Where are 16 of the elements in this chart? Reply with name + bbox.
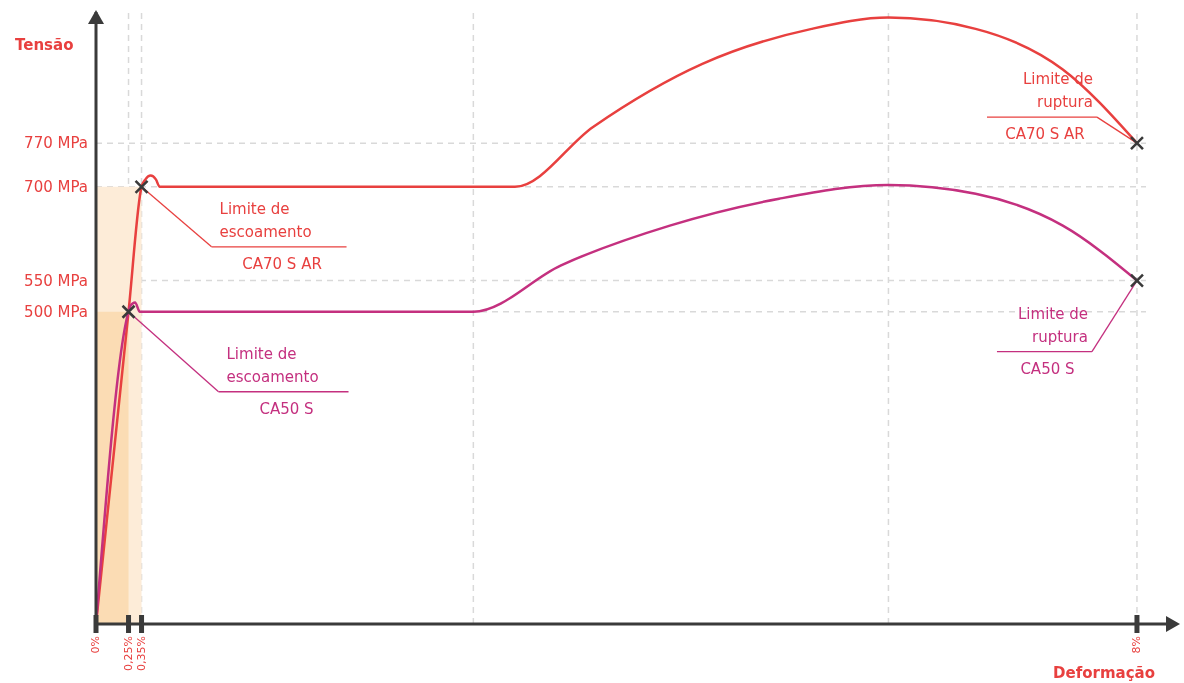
y-axis-title: Tensão xyxy=(15,36,74,54)
callout: Limite de escoamento CA50 S xyxy=(121,304,350,418)
x-tick-label: 0% xyxy=(89,636,102,654)
annotation: Limite de escoamento CA70 S AR xyxy=(219,199,322,273)
y-tick-label: 550 MPa xyxy=(24,271,88,290)
y-tick-label: 700 MPa xyxy=(24,177,88,196)
y-tick-label: 770 MPa xyxy=(24,134,88,153)
annotation: Limite de escoamento CA50 S xyxy=(226,344,319,418)
x-tick-label: 8% xyxy=(1129,636,1143,654)
y-tick-label: 500 MPa xyxy=(24,302,88,321)
x-axis-title: Deformação xyxy=(1053,664,1155,682)
x-tick-label: 0,25% xyxy=(121,636,135,671)
callout: Limite de escoamento CA70 S AR xyxy=(134,179,348,273)
x-tick-label: 0,35% xyxy=(134,636,148,671)
callout: Limite de ruptura CA50 S xyxy=(996,273,1145,378)
annotation: Limite de ruptura CA50 S xyxy=(1018,304,1088,378)
